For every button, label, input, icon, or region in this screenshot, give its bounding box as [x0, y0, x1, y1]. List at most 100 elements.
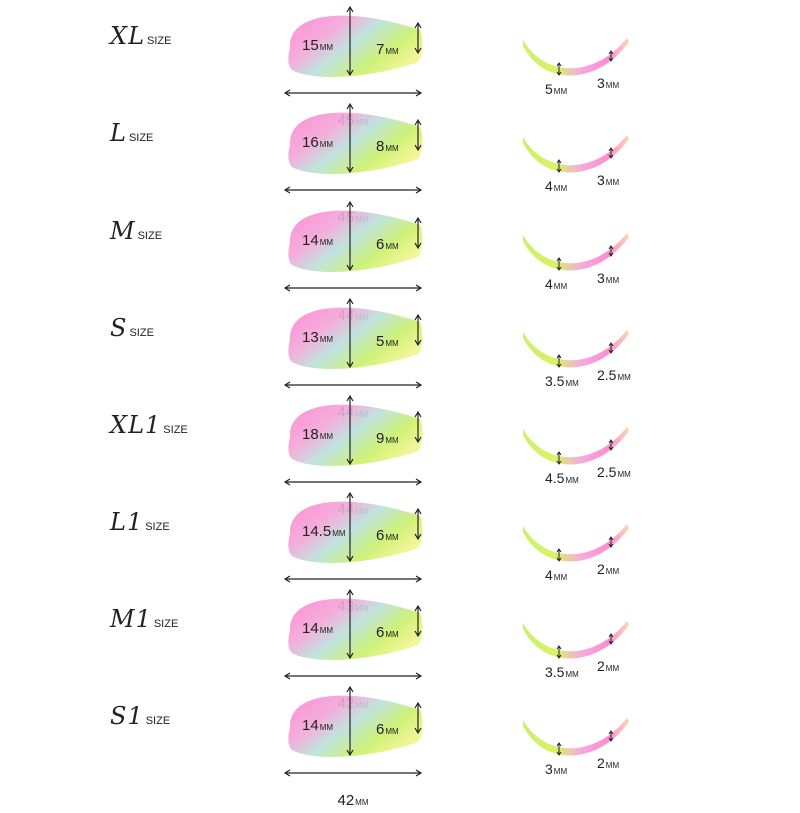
- eyelash-pad-front: 15MM 7MM: [283, 5, 423, 97]
- curve-left-measure: 4.5MM: [545, 470, 579, 486]
- curve-right-measure-value: 2: [597, 755, 605, 771]
- curve-left-measure-value: 5: [545, 81, 553, 97]
- curve-right-measure-unit: MM: [606, 761, 620, 770]
- height-measure: 14MM: [302, 620, 333, 637]
- tip-height-measure-unit: MM: [385, 339, 399, 348]
- curve-right-measure-unit: MM: [617, 470, 631, 479]
- tip-height-measure-unit: MM: [385, 630, 399, 639]
- curve-right-measure-unit: MM: [606, 276, 620, 285]
- size-row: MSIZE14MM6MM44MM4MM3MM: [0, 195, 800, 324]
- curve-left-measure-unit: MM: [565, 670, 579, 679]
- height-measure-value: 15: [302, 37, 319, 54]
- tip-height-measure-value: 5: [376, 333, 384, 350]
- height-measure-value: 18: [302, 426, 319, 443]
- size-label: S SIZE: [110, 314, 250, 346]
- curve-left-measure-value: 4.5: [545, 470, 565, 486]
- size-label: L SIZE: [110, 119, 250, 151]
- pad-shape: [288, 15, 423, 77]
- curve-right-measure: 2MM: [597, 561, 619, 577]
- tip-height-measure-value: 6: [376, 527, 384, 544]
- curve-right-measure-value: 2.5: [597, 367, 617, 383]
- curve-left-measure-unit: MM: [565, 476, 579, 485]
- curve-right-measure: 2.5MM: [597, 464, 631, 480]
- pad-shape: [288, 112, 423, 174]
- height-measure: 18MM: [302, 426, 333, 443]
- height-measure-unit: MM: [320, 140, 334, 149]
- tip-height-measure-unit: MM: [385, 436, 399, 445]
- size-letter: M1: [110, 605, 152, 633]
- curve-left-measure: 4MM: [545, 567, 567, 583]
- tip-height-measure-value: 6: [376, 721, 384, 738]
- right-thickness-arrow: [608, 342, 614, 354]
- height-measure: 14MM: [302, 232, 333, 249]
- curve-left-measure-value: 3.5: [545, 373, 565, 389]
- pad-shape: [288, 210, 423, 272]
- length-measure-unit: MM: [355, 798, 369, 807]
- height-measure-unit: MM: [332, 529, 346, 538]
- curve-shape: [523, 38, 629, 76]
- curve-right-measure-value: 3: [597, 75, 605, 91]
- curve-right-measure-value: 3: [597, 172, 605, 188]
- length-label: 42MM: [337, 792, 368, 809]
- size-word: SIZE: [153, 618, 179, 630]
- size-label: M1 SIZE: [110, 605, 250, 637]
- curve-right-measure-unit: MM: [606, 664, 620, 673]
- right-thickness-arrow: [608, 439, 614, 451]
- curve-right-measure-value: 2.5: [597, 464, 617, 480]
- size-letter: M: [110, 217, 136, 245]
- tip-height-measure-value: 9: [376, 430, 384, 447]
- eyelash-pad-front: 13MM 5MM: [283, 297, 423, 389]
- tip-height-measure: 6MM: [376, 527, 399, 544]
- left-thickness-arrow: [556, 548, 562, 562]
- curve-shape: [523, 427, 629, 465]
- curve-left-measure-unit: MM: [554, 184, 568, 193]
- curve-shape: [523, 233, 629, 271]
- length-measure-value: 42: [337, 792, 354, 809]
- size-word: SIZE: [163, 424, 188, 436]
- right-thickness-arrow: [608, 536, 614, 548]
- tip-height-measure-unit: MM: [385, 533, 399, 542]
- eyelash-pad-front: 14MM 6MM: [283, 200, 423, 292]
- tip-height-measure-value: 7: [376, 41, 384, 58]
- size-letter: XL1: [110, 411, 162, 439]
- curve-right-measure-unit: MM: [617, 373, 631, 382]
- curve-left-measure-unit: MM: [554, 282, 568, 291]
- curve-left-measure-unit: MM: [554, 87, 568, 96]
- curve-right-measure-unit: MM: [606, 178, 620, 187]
- size-label: M SIZE: [110, 217, 250, 249]
- height-measure: 13MM: [302, 329, 333, 346]
- size-letter: L: [110, 119, 127, 147]
- curve-left-measure-unit: MM: [565, 379, 579, 388]
- curve-right-measure-value: 2: [597, 658, 605, 674]
- curve-right-measure-unit: MM: [606, 81, 620, 90]
- eyelash-pad-front: 14MM 6MM: [283, 588, 423, 680]
- height-measure-unit: MM: [320, 432, 334, 441]
- curve-shape: [523, 524, 629, 562]
- curve-right-measure: 2.5MM: [597, 367, 631, 383]
- curve-left-measure-unit: MM: [554, 767, 568, 776]
- right-thickness-arrow: [608, 50, 614, 62]
- curve-shape: [523, 718, 629, 756]
- curve-left-measure-unit: MM: [554, 573, 568, 582]
- curve-left-measure-value: 3: [545, 761, 553, 777]
- size-letter: L1: [110, 508, 144, 536]
- size-label: XL SIZE: [110, 22, 250, 54]
- height-measure: 15MM: [302, 37, 333, 54]
- curve-right-measure: 2MM: [597, 658, 619, 674]
- length-measure: 42MM: [337, 792, 368, 809]
- tip-height-measure: 8MM: [376, 138, 399, 155]
- curve-shape: [523, 621, 629, 659]
- tip-height-measure-value: 6: [376, 236, 384, 253]
- right-thickness-arrow: [608, 245, 614, 257]
- curve-right-measure: 3MM: [597, 75, 619, 91]
- height-measure-value: 14: [302, 717, 319, 734]
- height-measure: 14MM: [302, 717, 333, 734]
- pad-shape: [288, 598, 423, 660]
- eyelash-pad-front: 16MM 8MM: [283, 102, 423, 194]
